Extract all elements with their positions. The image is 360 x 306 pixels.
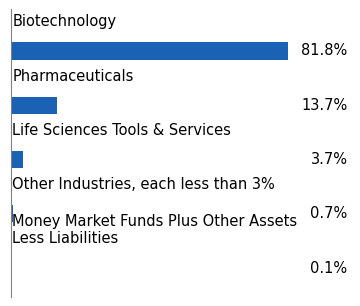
- Text: 13.7%: 13.7%: [301, 98, 347, 113]
- Text: Money Market Funds Plus Other Assets
Less Liabilities: Money Market Funds Plus Other Assets Les…: [13, 214, 298, 246]
- Bar: [11, 151, 23, 168]
- Bar: [11, 97, 57, 114]
- Bar: [11, 42, 288, 60]
- Text: Life Sciences Tools & Services: Life Sciences Tools & Services: [13, 123, 231, 138]
- Text: 0.7%: 0.7%: [310, 206, 347, 221]
- Text: Biotechnology: Biotechnology: [13, 14, 117, 29]
- Text: 81.8%: 81.8%: [301, 43, 347, 58]
- Bar: [11, 205, 13, 222]
- Text: 3.7%: 3.7%: [311, 152, 347, 167]
- Text: Pharmaceuticals: Pharmaceuticals: [13, 69, 134, 84]
- Text: 0.1%: 0.1%: [310, 260, 347, 276]
- Text: Other Industries, each less than 3%: Other Industries, each less than 3%: [13, 177, 275, 192]
